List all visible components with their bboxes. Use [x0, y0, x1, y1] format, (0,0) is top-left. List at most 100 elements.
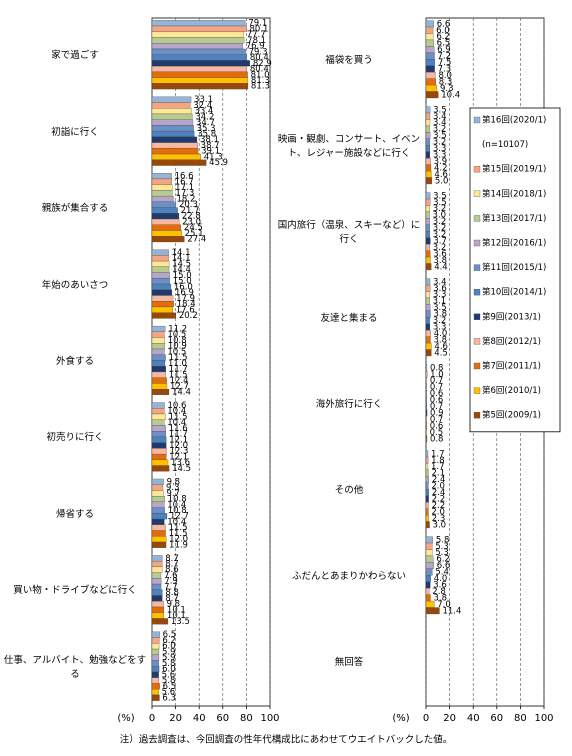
bar: [425, 323, 431, 331]
legend-swatch: [473, 166, 481, 173]
bar: [151, 66, 248, 73]
value-label: 7.3: [438, 64, 452, 74]
bar: [151, 130, 195, 138]
value-label: 10.9: [168, 342, 187, 352]
bar: [151, 478, 164, 485]
category-label: 福袋を買う: [325, 55, 373, 66]
value-label: 41.3: [204, 152, 223, 162]
value-label: 11.5: [169, 412, 188, 422]
value-label: 3.4: [433, 112, 447, 122]
value-label: 11.2: [168, 324, 187, 334]
bar: [151, 555, 163, 562]
value-label: 80.4: [250, 53, 269, 63]
value-label: 4.5: [434, 348, 448, 358]
bar: [425, 495, 429, 503]
bar: [425, 46, 435, 53]
bar: [425, 422, 427, 430]
value-label: 6.9: [437, 45, 451, 55]
bar: [151, 113, 193, 120]
bar: [151, 230, 182, 237]
value-label: 4.0: [434, 574, 448, 584]
value-label: 8.7: [165, 560, 179, 570]
bar: [425, 112, 431, 120]
value-label: 6.0: [162, 665, 176, 675]
bar: [425, 502, 429, 509]
value-label: 18.4: [177, 300, 196, 310]
value-label: 10.8: [168, 506, 187, 516]
category-label: 無回答: [334, 657, 364, 668]
bar: [151, 102, 191, 109]
bar: [425, 575, 431, 582]
value-label: 17.3: [175, 189, 194, 199]
bar: [151, 425, 166, 432]
value-label: 6.0: [162, 642, 176, 652]
bar: [151, 601, 164, 608]
value-label: 3.6: [433, 580, 447, 590]
bar: [151, 295, 174, 302]
bar: [425, 138, 430, 146]
value-label: 0.8: [430, 434, 444, 444]
value-label: 34.7: [196, 118, 215, 128]
bar: [425, 336, 431, 344]
value-label: 8.7: [165, 554, 179, 564]
value-label: 9.7: [166, 489, 180, 499]
value-label: 5.4: [435, 568, 449, 578]
bar: [151, 195, 174, 202]
bar: [151, 643, 160, 650]
bar: [151, 20, 246, 27]
bar: [151, 354, 166, 361]
value-label: 45.9: [209, 158, 228, 168]
value-label: 14.1: [172, 248, 191, 258]
bar: [151, 388, 170, 396]
value-label: 21.7: [181, 206, 200, 216]
value-label: 3.1: [433, 297, 447, 307]
value-label: 14.5: [172, 259, 191, 269]
bar: [151, 224, 182, 231]
value-label: 12.3: [170, 447, 189, 457]
bar: [151, 666, 160, 673]
value-label: 11.7: [169, 365, 188, 375]
value-label: 10.5: [167, 330, 186, 340]
category-label: 映画・観劇、コンサート、イベント、レジャー施設などに行く: [277, 134, 421, 159]
value-label: 11.6: [169, 424, 188, 434]
bar: [425, 607, 440, 615]
value-label: 3.3: [433, 150, 447, 160]
value-label: 12.7: [170, 382, 189, 392]
bar: [425, 456, 429, 464]
bar: [425, 435, 428, 443]
value-label: 3.2: [433, 316, 447, 326]
bar: [425, 428, 427, 436]
value-label: 76.9: [246, 42, 265, 52]
value-label: 3.2: [433, 230, 447, 240]
value-label: 11.5: [169, 529, 188, 539]
value-label: 9.3: [166, 483, 180, 493]
value-label: 3.0: [433, 520, 447, 530]
bar: [425, 370, 428, 378]
x-tick-label: 20: [169, 713, 182, 724]
bar: [151, 184, 173, 191]
value-label: 80.4: [250, 65, 269, 75]
value-label: 12.1: [169, 452, 188, 462]
value-label: 9.8: [167, 477, 181, 487]
value-label: 20.2: [179, 311, 198, 321]
value-label: 16.9: [175, 288, 194, 298]
bar: [425, 476, 429, 483]
legend-swatch: [473, 412, 481, 419]
bar: [425, 244, 430, 251]
bar: [425, 562, 434, 569]
bar: [425, 310, 431, 318]
category-label: 親族が集合する: [41, 203, 109, 215]
bar: [425, 192, 431, 200]
bar: [151, 366, 166, 373]
legend-label: 第11回(2015/1): [482, 262, 546, 273]
bar: [425, 284, 431, 292]
value-label: 33.1: [194, 95, 213, 105]
value-label: 39.1: [201, 147, 220, 157]
category-label: 初詣に行く: [51, 126, 99, 138]
bar: [425, 20, 434, 28]
value-label: 23.0: [182, 217, 201, 227]
value-label: 3.7: [433, 236, 447, 246]
value-label: 6.2: [436, 32, 450, 42]
bar: [151, 348, 165, 355]
